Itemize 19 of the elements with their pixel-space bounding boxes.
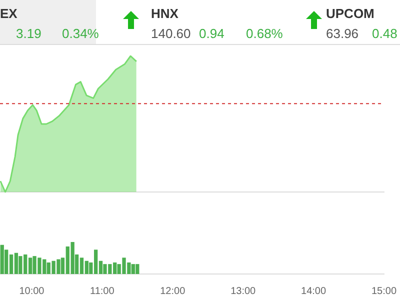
x-tick-label: 15:00 [371, 286, 397, 297]
x-tick-label: 12:00 [160, 286, 186, 297]
x-tick-label: 14:00 [301, 286, 326, 297]
text: 63.96 [326, 26, 359, 41]
text: 0.34% [62, 26, 99, 41]
text: 0.48 [372, 26, 398, 41]
x-tick-label: 11:00 [90, 286, 115, 297]
text: 140.60 [151, 26, 191, 41]
bar [131, 264, 135, 274]
text: 0.68% [246, 26, 283, 41]
text: 0.94 [199, 26, 224, 41]
x-tick-label: 13:00 [230, 286, 256, 297]
text: UPCOM [326, 6, 374, 21]
bar [136, 264, 140, 274]
text: HNX [151, 6, 178, 21]
x-tick-label: 10:00 [19, 286, 45, 297]
text: EX [0, 6, 18, 21]
bar [0, 244, 4, 274]
text: 3.19 [16, 26, 42, 41]
